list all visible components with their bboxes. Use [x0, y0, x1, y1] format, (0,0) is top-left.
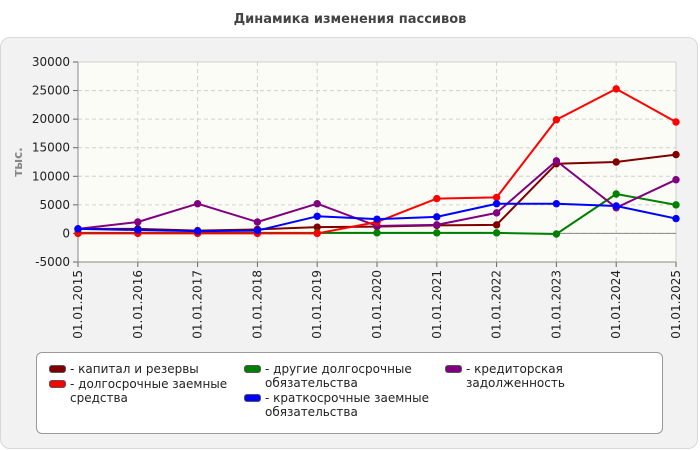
data-point	[253, 218, 262, 226]
data-point	[433, 194, 441, 203]
data-point	[134, 218, 142, 226]
legend-item-payables: - кредиторская задолженность	[445, 362, 660, 390]
data-point	[612, 190, 620, 198]
data-point	[492, 200, 501, 208]
x-tick-label: 01.01.2024	[609, 270, 623, 339]
data-point	[672, 150, 680, 159]
legend-label: - долгосрочные заемные средства	[70, 377, 228, 405]
x-tick-label: 01.01.2023	[549, 270, 563, 339]
data-point	[253, 226, 262, 235]
data-point	[313, 200, 321, 208]
x-tick-label: 01.01.2015	[71, 270, 85, 339]
legend-swatch	[445, 365, 462, 373]
data-point	[672, 201, 680, 209]
data-point	[193, 227, 202, 235]
chart-title: Динамика изменения пассивов	[233, 12, 467, 27]
line-chart: -5000 0 5000 10000 15000 20000 25000 30000 01.01…	[11, 55, 683, 339]
legend-swatch	[49, 365, 66, 373]
legend-item-long-term-loans: - долгосрочные заемные средства	[49, 377, 249, 405]
legend-label: - капитал и резервы	[70, 362, 199, 376]
legend-swatch	[244, 365, 261, 373]
x-tick-label: 01.01.2021	[430, 270, 444, 339]
data-point	[313, 229, 321, 238]
legend-swatch	[244, 394, 261, 402]
data-point	[433, 229, 441, 237]
y-tick-label: -5000	[35, 255, 70, 269]
x-tick-label: 01.01.2019	[310, 270, 324, 339]
legend-item-capital: - капитал и резервы	[49, 362, 239, 376]
legend: - капитал и резервы - долгосрочные заемн…	[36, 352, 663, 434]
data-point	[672, 118, 680, 126]
y-tick-label: 15000	[32, 141, 70, 155]
y-tick-label: 5000	[39, 198, 70, 212]
data-point	[373, 229, 381, 237]
data-point	[373, 215, 381, 223]
y-tick-label: 10000	[32, 169, 70, 183]
data-point	[74, 225, 82, 233]
data-point	[492, 221, 501, 229]
x-tick-label: 01.01.2017	[191, 270, 205, 339]
data-point	[433, 221, 441, 229]
data-point	[612, 158, 620, 166]
data-point	[612, 85, 620, 93]
y-tick-label: 25000	[32, 84, 70, 98]
x-tick-label: 01.01.2025	[669, 270, 683, 339]
legend-item-short-term-loans: - краткосрочные заемные обязательства	[244, 391, 429, 419]
data-point	[552, 200, 561, 208]
data-point	[492, 209, 501, 217]
data-point	[612, 202, 620, 210]
data-point	[552, 157, 561, 165]
x-tick-label: 01.01.2022	[490, 270, 504, 339]
legend-label: - другие долгосрочные обязательства	[265, 362, 412, 390]
legend-label: - краткосрочные заемные обязательства	[265, 391, 429, 419]
x-tick-label: 01.01.2016	[131, 270, 145, 339]
data-point	[492, 229, 501, 237]
data-point	[313, 212, 321, 220]
data-point	[492, 193, 501, 202]
y-tick-label: 30000	[32, 55, 70, 69]
legend-swatch	[49, 380, 66, 388]
data-point	[672, 214, 680, 223]
data-point	[552, 230, 561, 238]
legend-label: - кредиторская задолженность	[466, 362, 565, 390]
data-point	[552, 116, 561, 124]
legend-item-other-long-term: - другие долгосрочные обязательства	[244, 362, 429, 390]
y-tick-label: 20000	[32, 112, 70, 126]
y-tick-label: 0	[62, 226, 70, 240]
data-point	[672, 176, 680, 184]
data-point	[433, 213, 441, 221]
x-tick-label: 01.01.2020	[370, 270, 384, 339]
data-point	[193, 200, 202, 208]
data-point	[134, 226, 142, 234]
x-tick-label: 01.01.2018	[250, 270, 264, 339]
y-axis-label: тыс.	[11, 147, 25, 176]
